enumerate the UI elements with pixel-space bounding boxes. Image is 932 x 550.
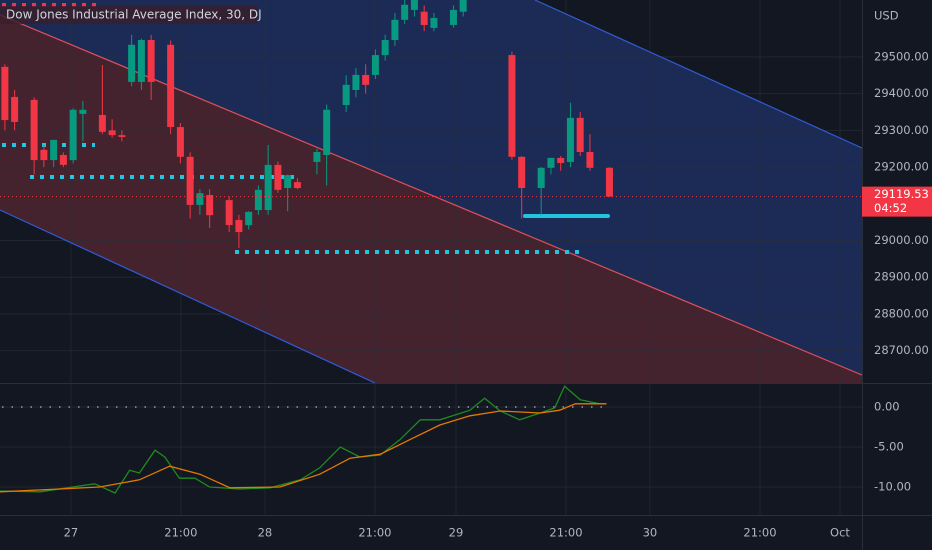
candle-body (1, 66, 9, 121)
candle-body (362, 74, 370, 85)
candle-body (225, 200, 233, 226)
candle-body (430, 17, 438, 28)
candle-body (264, 164, 272, 211)
candle-body (79, 109, 87, 114)
y-tick-label: 29000.00 (874, 233, 929, 247)
marks (0, 0, 862, 494)
candle-body (128, 44, 136, 82)
candle-body (50, 139, 58, 161)
candle-body (566, 117, 574, 162)
candle-body (186, 156, 194, 205)
candle-body (518, 156, 526, 189)
candle-body (98, 114, 106, 132)
candle-body (381, 40, 389, 56)
candle-body (449, 9, 457, 25)
y-tick-label: 29300.00 (874, 123, 929, 137)
candle-body (274, 164, 282, 190)
y-tick-label: 29400.00 (874, 86, 929, 100)
x-tick-label: 21:00 (549, 526, 582, 540)
candle-body (69, 109, 77, 161)
candle-body (245, 211, 253, 226)
candle-body (576, 117, 584, 153)
y-tick-label: 28800.00 (874, 306, 929, 320)
red-channel (0, 15, 862, 383)
channel-line (534, 0, 863, 149)
candle-body (206, 194, 214, 216)
candle-body (323, 109, 331, 155)
candle-body (30, 99, 38, 161)
chart-title: Dow Jones Industrial Average Index, 30, … (6, 8, 262, 22)
candle-body (176, 127, 184, 157)
candle-body (59, 154, 67, 165)
channel-line (0, 209, 376, 384)
x-tick-label: 27 (64, 526, 79, 540)
candle-body (459, 0, 467, 12)
candle-body (167, 44, 175, 128)
x-tick-label: 29 (449, 526, 464, 540)
candle-body (118, 135, 126, 137)
candle-body (11, 96, 19, 122)
axis-labels: 28700.00 28800.00 28900.00 29000.00 29200.00… (64, 49, 932, 540)
x-tick-label: 21:00 (743, 526, 776, 540)
x-tick-label: Oct (830, 526, 850, 540)
candle-body (401, 4, 409, 20)
candle-body (293, 182, 301, 189)
x-tick-label: 21:00 (164, 526, 197, 540)
title-bg (0, 6, 258, 24)
price-label: 29119.53 (874, 187, 929, 201)
candle-body (508, 55, 516, 157)
currency: USD (874, 9, 899, 23)
candle-body (40, 149, 48, 161)
y-tick-label: 0.00 (874, 400, 900, 414)
candle-body (547, 157, 555, 168)
y-tick-label: 28700.00 (874, 343, 929, 357)
candle-body (284, 175, 292, 189)
candle-body (147, 40, 155, 82)
y-tick-label: -5.00 (874, 440, 904, 454)
price-label-bg (862, 186, 932, 217)
candle-body (108, 130, 116, 136)
candle-body (586, 152, 594, 168)
candle-body (196, 193, 204, 205)
candle-body (313, 152, 321, 162)
candle-body (352, 74, 360, 90)
candle-body (391, 19, 399, 41)
indicator-line (0, 403, 607, 493)
y-tick-label: 29500.00 (874, 49, 929, 63)
candle-body (420, 11, 428, 25)
candle-body (605, 167, 613, 197)
y-tick-label: -10.00 (874, 480, 911, 494)
candle-body (137, 40, 145, 82)
candle-body (342, 84, 350, 106)
x-tick-label: 21:00 (358, 526, 391, 540)
x-tick-label: 28 (258, 526, 273, 540)
candle-body (371, 55, 379, 75)
candle-body (557, 157, 565, 164)
y-tick-label: 29200.00 (874, 160, 929, 174)
candle-body (537, 167, 545, 189)
x-tick-label: 30 (643, 526, 658, 540)
candle-body (410, 0, 418, 10)
candle-body (235, 219, 243, 233)
y-tick-label: 28900.00 (874, 270, 929, 284)
candle-body (254, 189, 262, 211)
countdown: 04:52 (874, 201, 907, 215)
